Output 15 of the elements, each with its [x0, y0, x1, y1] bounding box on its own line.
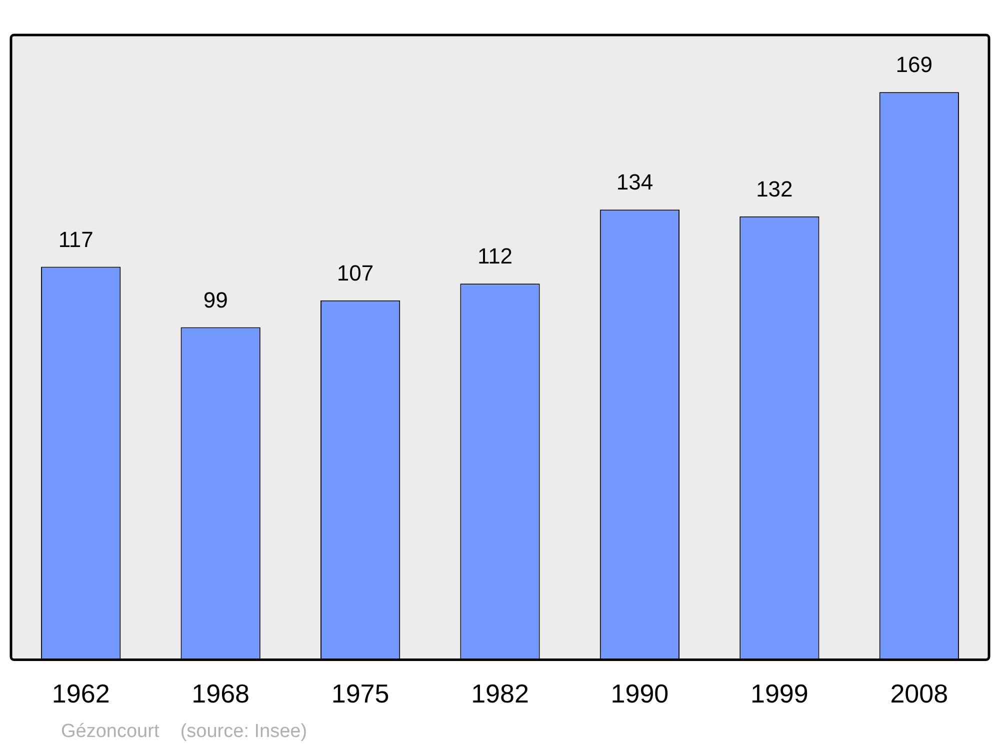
data-label: 117 — [58, 226, 94, 252]
data-label: 134 — [616, 170, 654, 195]
data-label: 169 — [896, 52, 932, 78]
x-tick-label: 1982 — [471, 678, 529, 709]
data-label: 99 — [203, 287, 228, 312]
data-label: 112 — [477, 244, 513, 269]
x-tick-label: 1968 — [192, 678, 250, 709]
data-label: 132 — [756, 176, 793, 202]
text: Gézoncourt (source: Insee) — [61, 721, 308, 742]
x-tick-label: 1975 — [331, 678, 390, 709]
data-label: 107 — [336, 260, 374, 286]
x-tick-label: 1962 — [52, 678, 110, 709]
x-tick-label: 1999 — [750, 678, 808, 709]
x-tick-label: 1990 — [610, 678, 669, 709]
x-tick-label: 2008 — [890, 678, 948, 709]
